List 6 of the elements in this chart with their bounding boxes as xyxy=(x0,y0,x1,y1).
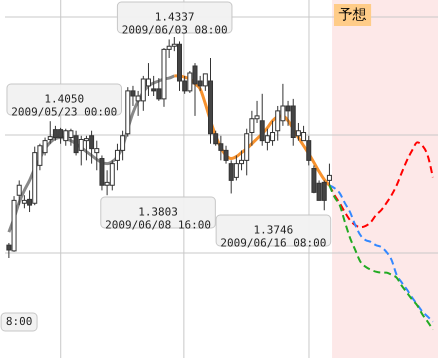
text: 1.4337 2009/06/03 08:00 xyxy=(122,10,228,36)
text: 8:00 xyxy=(6,315,32,328)
annotation: 1.3803 2009/06/08 16:00 xyxy=(105,206,212,232)
annotation: 1.3746 2009/06/16 08:00 xyxy=(220,224,326,250)
annotation: 1.4050 2009/05/23 00:00 xyxy=(11,92,118,118)
text: 予想 xyxy=(338,7,367,23)
